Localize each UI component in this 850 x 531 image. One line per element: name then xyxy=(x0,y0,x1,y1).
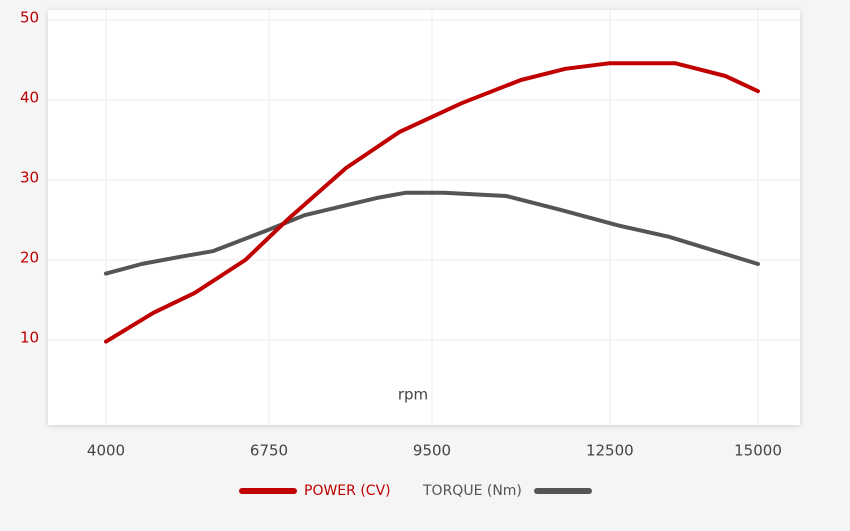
x-tick-label: 6750 xyxy=(250,442,288,460)
legend-label: POWER (CV) xyxy=(304,483,391,499)
y-tick-label: 50 xyxy=(20,9,39,27)
y-tick-label: 40 xyxy=(20,89,39,107)
x-tick-label: 4000 xyxy=(87,442,125,460)
y-tick-label: 10 xyxy=(20,329,39,347)
series-line xyxy=(104,190,760,276)
x-tick-label: 9500 xyxy=(413,442,451,460)
plot-card xyxy=(48,10,800,425)
legend-label: TORQUE (Nm) xyxy=(422,483,522,499)
x-axis-label: rpm xyxy=(398,386,428,404)
series-line xyxy=(104,61,760,344)
y-tick-label: 30 xyxy=(20,169,39,187)
x-tick-label: 12500 xyxy=(586,442,634,460)
x-tick-label: 15000 xyxy=(734,442,782,460)
y-tick-label: 20 xyxy=(20,249,39,267)
